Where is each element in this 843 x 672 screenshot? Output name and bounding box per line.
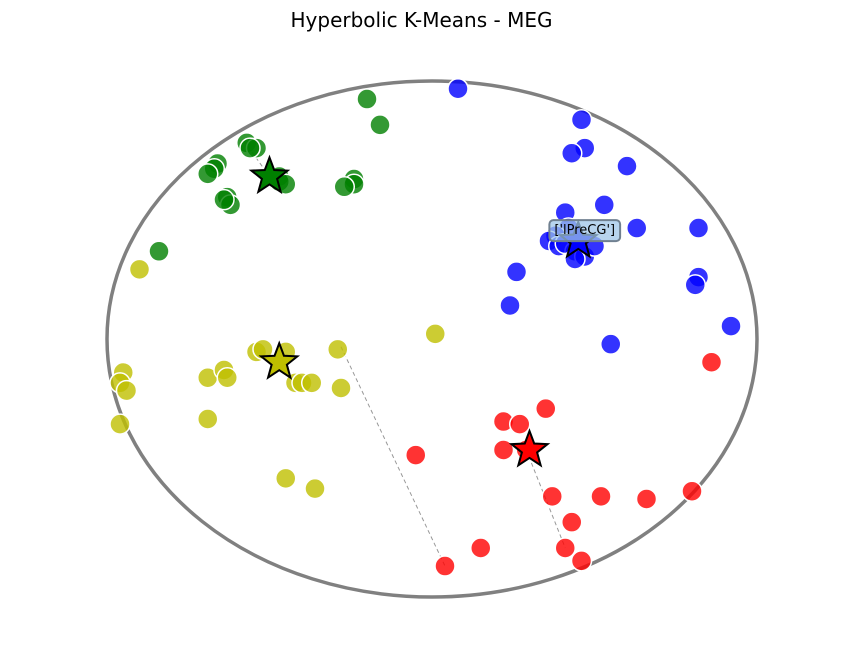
data-point-cluster-3-0 xyxy=(700,351,723,373)
chart-title: Hyperbolic K-Means - MEG xyxy=(290,8,553,32)
connector-line-0 xyxy=(340,346,446,567)
data-point-cluster-2-4 xyxy=(327,338,349,361)
data-point-cluster-0-19 xyxy=(684,274,706,296)
data-point-cluster-3-13 xyxy=(554,537,576,559)
data-point-cluster-0-0 xyxy=(447,77,469,100)
data-point-cluster-1-16 xyxy=(213,188,235,211)
data-point-cluster-0-4 xyxy=(616,155,638,177)
data-point-cluster-3-12 xyxy=(470,537,492,559)
data-point-cluster-2-8 xyxy=(115,379,138,402)
data-point-cluster-0-14 xyxy=(626,217,648,239)
data-point-cluster-1-7 xyxy=(197,163,219,185)
centroid-star-1 xyxy=(248,154,291,195)
data-point-cluster-3-1 xyxy=(535,397,557,420)
data-point-cluster-2-19 xyxy=(304,477,326,500)
data-point-cluster-2-17 xyxy=(197,408,219,430)
data-point-cluster-2-14 xyxy=(301,372,323,394)
data-point-cluster-2-16 xyxy=(109,413,131,435)
data-point-cluster-1-17 xyxy=(148,240,170,263)
annotation-text: ['lPreCG'] xyxy=(554,223,615,238)
data-point-cluster-1-0 xyxy=(356,88,378,110)
data-point-cluster-2-15 xyxy=(330,377,352,399)
centroid-star-2 xyxy=(258,340,301,380)
data-point-cluster-0-3 xyxy=(561,142,583,164)
data-point-cluster-3-11 xyxy=(561,511,583,533)
data-point-cluster-0-15 xyxy=(687,217,710,239)
annotation-box xyxy=(548,219,622,243)
data-point-cluster-0-20 xyxy=(505,261,528,283)
disk-boundary xyxy=(105,79,759,599)
data-point-cluster-3-3 xyxy=(509,413,531,435)
data-point-cluster-3-7 xyxy=(541,485,563,508)
data-point-cluster-0-5 xyxy=(593,194,615,216)
data-point-cluster-0-22 xyxy=(600,333,622,355)
data-point-cluster-2-2 xyxy=(252,338,274,361)
data-point-cluster-3-8 xyxy=(590,485,612,508)
data-point-cluster-1-13 xyxy=(333,176,355,198)
data-point-cluster-2-18 xyxy=(275,467,297,490)
data-point-cluster-0-21 xyxy=(499,294,521,317)
data-point-cluster-3-4 xyxy=(492,439,515,461)
data-point-cluster-3-15 xyxy=(434,555,456,577)
data-point-cluster-3-14 xyxy=(570,550,593,572)
data-point-cluster-1-1 xyxy=(369,114,391,136)
data-point-cluster-2-11 xyxy=(216,366,238,389)
data-point-cluster-2-0 xyxy=(128,258,151,281)
data-point-cluster-1-4 xyxy=(239,137,261,159)
data-point-cluster-3-10 xyxy=(681,480,703,502)
data-point-cluster-0-23 xyxy=(720,315,742,337)
centroid-star-3 xyxy=(508,428,551,468)
data-point-cluster-0-1 xyxy=(570,108,593,131)
data-point-cluster-3-9 xyxy=(635,488,658,510)
data-point-cluster-2-5 xyxy=(424,323,446,345)
data-point-cluster-3-6 xyxy=(405,444,427,466)
